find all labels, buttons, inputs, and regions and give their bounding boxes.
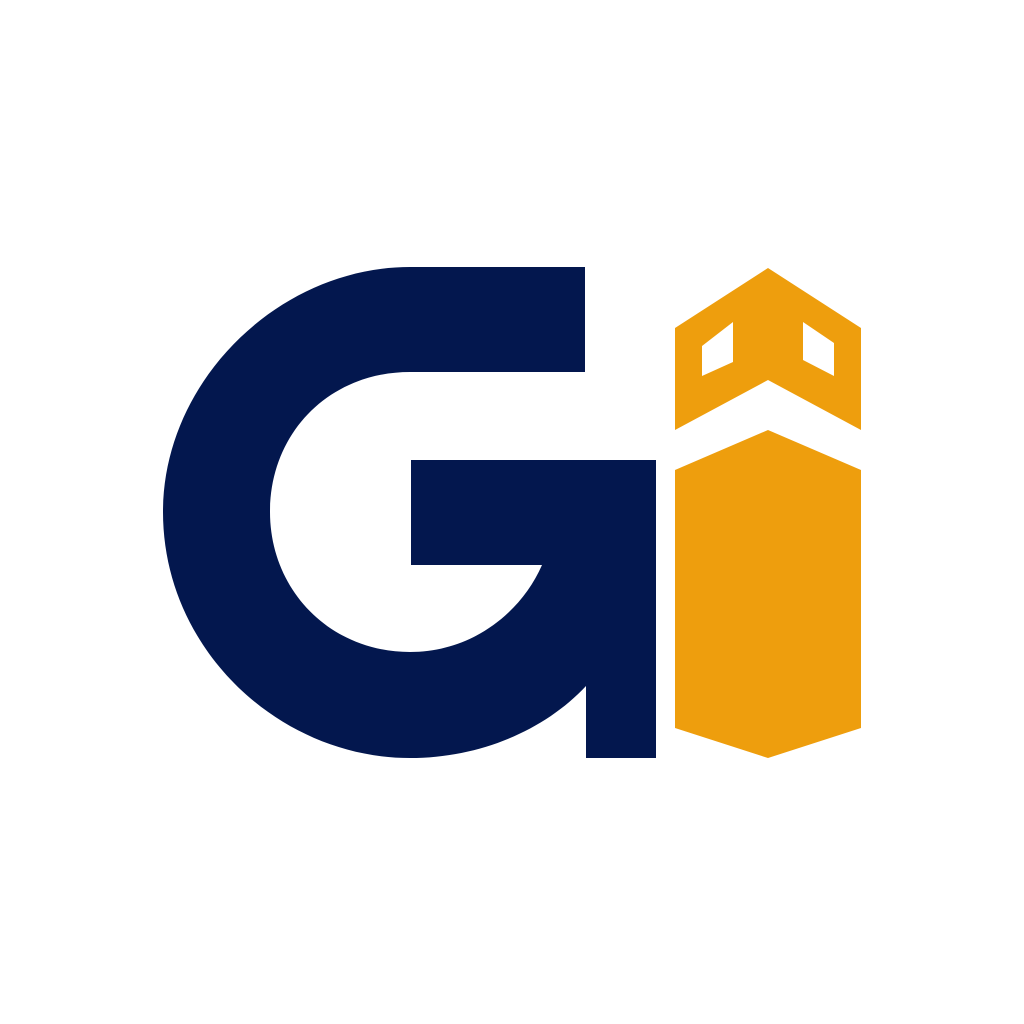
window-left-icon <box>702 322 733 376</box>
i-tower-icon <box>675 268 861 758</box>
window-right-icon <box>803 322 834 376</box>
g-letter-icon <box>163 267 656 758</box>
